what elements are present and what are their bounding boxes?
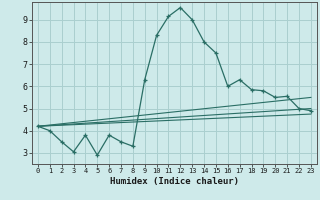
X-axis label: Humidex (Indice chaleur): Humidex (Indice chaleur): [110, 177, 239, 186]
